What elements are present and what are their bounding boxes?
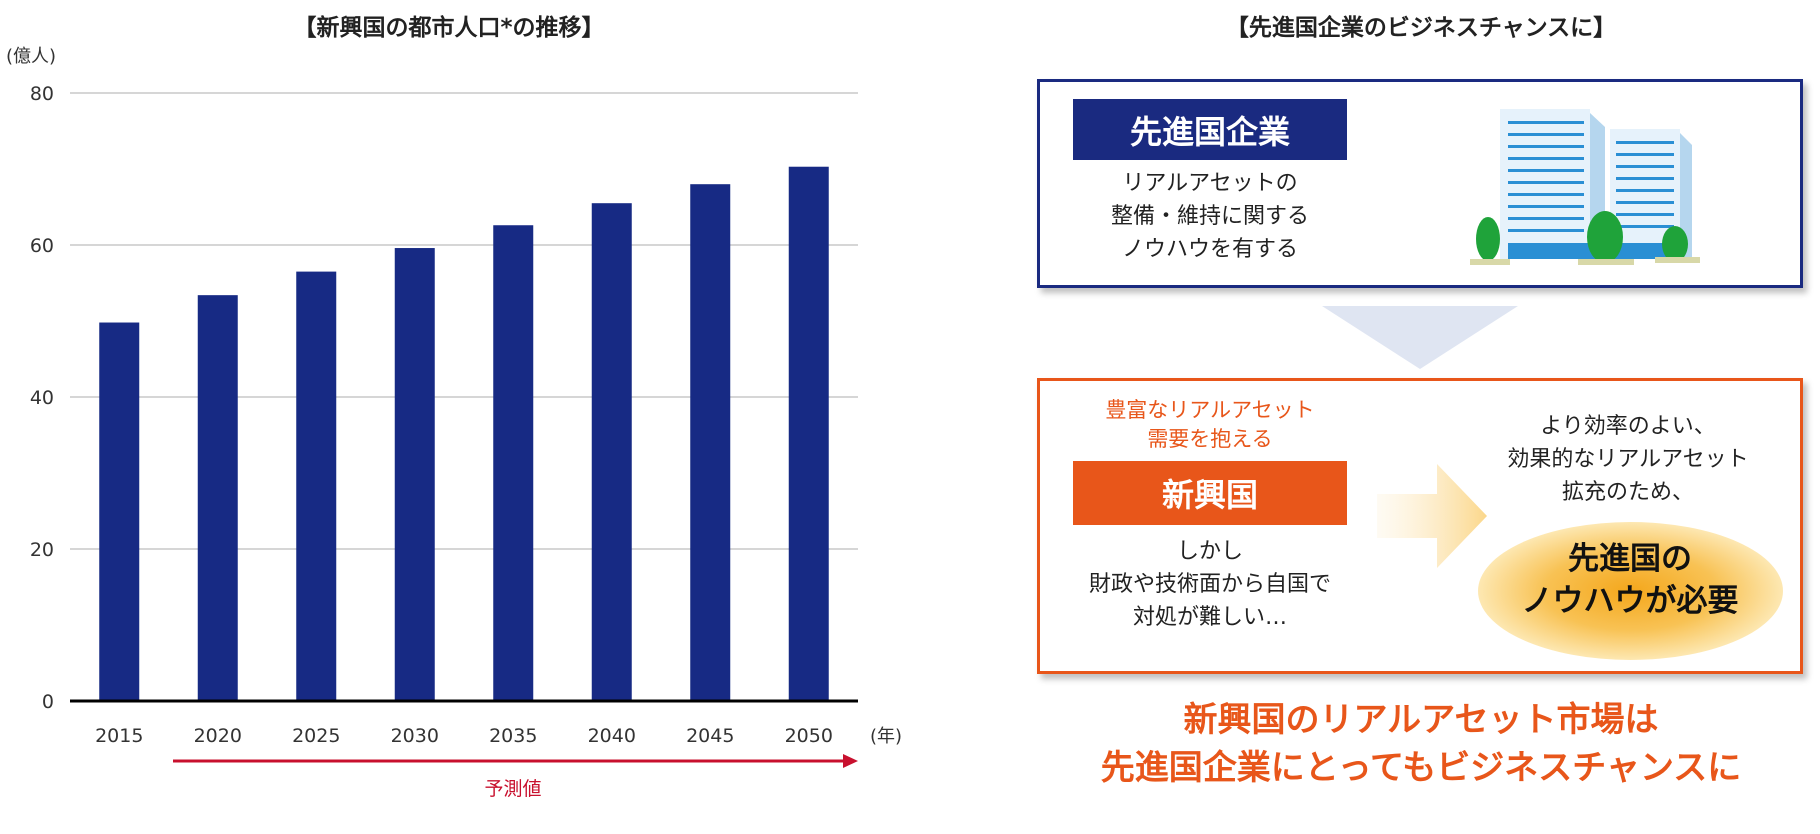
- purpose-text: より効率のよい、 効果的なリアルアセット 拡充のため、: [1507, 410, 1748, 509]
- developed-company-label: 先進国企業: [1073, 99, 1347, 160]
- chart-title: 【新興国の都市人口*の推移】: [293, 15, 605, 41]
- bar-2050: [788, 166, 829, 702]
- forecast-arrow-head-icon: [843, 754, 858, 768]
- emerging-country-label: 新興国: [1073, 461, 1347, 525]
- office-building-icon: [1470, 109, 1700, 265]
- x-tick-label: 2025: [292, 725, 340, 747]
- bar-2045: [690, 184, 731, 701]
- x-tick-label: 2045: [686, 725, 734, 747]
- text-line: 先進国の: [1568, 541, 1692, 577]
- y-tick-label: 0: [42, 691, 54, 713]
- y-tick-label: 40: [30, 387, 54, 409]
- text-line: 財政や技術面から自国で: [1088, 572, 1332, 597]
- text-line: 対処が難しい…: [1132, 605, 1288, 630]
- text-line: しかし: [1176, 539, 1244, 564]
- text-line: 拡充のため、: [1561, 480, 1694, 505]
- bar-2040: [591, 203, 632, 701]
- bar-2025: [296, 271, 337, 701]
- highlight-text: 先進国の ノウハウが必要: [1522, 538, 1739, 622]
- x-tick-label: 2020: [194, 725, 242, 747]
- x-tick-label: 2035: [489, 725, 537, 747]
- bar-2035: [493, 225, 534, 702]
- text-line: 豊富なリアルアセット: [1105, 398, 1315, 422]
- emerging-description: しかし 財政や技術面から自国で 対処が難しい…: [1089, 535, 1331, 634]
- bar-2020: [197, 295, 238, 701]
- x-tick-label: 2015: [95, 725, 143, 747]
- diagram-title: 【先進国企業のビジネスチャンスに】: [1225, 15, 1617, 41]
- text-line: 新興国のリアルアセット市場は: [1183, 700, 1659, 740]
- text-line: より効率のよい、: [1540, 414, 1716, 439]
- forecast-label: 予測値: [484, 778, 541, 800]
- text-line: 整備・維持に関する: [1110, 204, 1310, 229]
- down-arrow-icon: [1322, 306, 1518, 369]
- y-tick-label: 20: [30, 539, 54, 561]
- right-arrow-icon: [1377, 464, 1487, 568]
- text-line: 効果的なリアルアセット: [1507, 447, 1749, 472]
- developed-description: リアルアセットの 整備・維持に関する ノウハウを有する: [1111, 167, 1309, 266]
- text-line: 先進国企業にとってもビジネスチャンスに: [1100, 748, 1742, 788]
- y-axis-unit: (億人): [6, 46, 56, 67]
- highlight-glow: [1478, 522, 1783, 660]
- y-tick-label: 80: [30, 83, 54, 105]
- conclusion-text: 新興国のリアルアセット市場は 先進国企業にとってもビジネスチャンスに: [1101, 696, 1742, 792]
- y-tick-label: 60: [30, 235, 54, 257]
- text-line: ノウハウが必要: [1521, 583, 1739, 619]
- text-line: ノウハウを有する: [1121, 237, 1299, 262]
- emerging-note: 豊富なリアルアセット 需要を抱える: [1105, 396, 1314, 454]
- x-tick-label: 2030: [391, 725, 439, 747]
- x-tick-label: 2050: [785, 725, 833, 747]
- bar-2015: [99, 322, 140, 701]
- text-line: 需要を抱える: [1147, 427, 1273, 451]
- text-line: リアルアセットの: [1122, 171, 1298, 196]
- x-axis-unit: (年): [870, 726, 902, 747]
- x-tick-label: 2040: [588, 725, 636, 747]
- bar-2030: [394, 248, 435, 702]
